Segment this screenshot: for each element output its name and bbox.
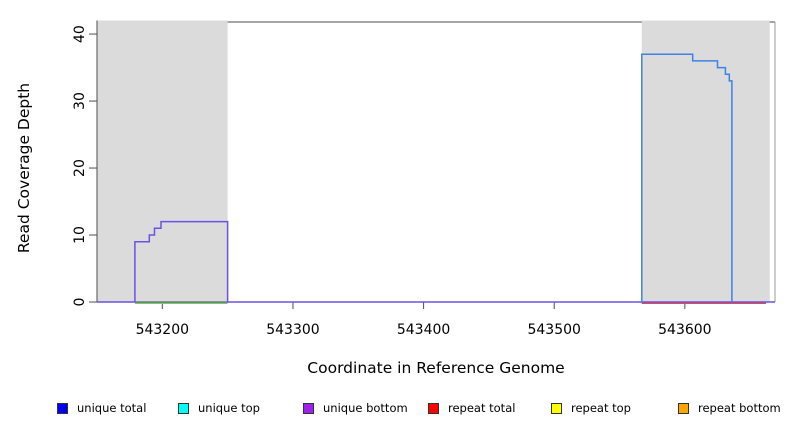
- y-tick-label: 0: [72, 298, 88, 307]
- legend-item-unique-top: unique top: [178, 400, 260, 416]
- legend-item-unique-total: unique total: [57, 400, 146, 416]
- x-axis-title: Coordinate in Reference Genome: [307, 359, 565, 377]
- legend-item-repeat-total: repeat total: [428, 400, 515, 416]
- left-gray-band: [97, 20, 228, 302]
- legend-item-repeat-bottom: repeat bottom: [678, 400, 781, 416]
- x-tick-label: 543400: [397, 322, 450, 338]
- legend-label-repeat-top: repeat top: [571, 401, 631, 415]
- right-gray-band: [641, 20, 770, 302]
- legend-label-unique-top: unique top: [198, 401, 260, 415]
- legend-swatch-unique-top: [178, 402, 189, 414]
- y-axis-title: Read Coverage Depth: [15, 82, 33, 254]
- legend-label-unique-bottom: unique bottom: [323, 401, 408, 415]
- legend-swatch-repeat-total: [428, 402, 439, 414]
- y-tick-label: 20: [72, 159, 88, 177]
- legend-item-unique-bottom: unique bottom: [303, 400, 408, 416]
- legend-swatch-repeat-bottom: [678, 402, 689, 414]
- x-tick-label: 543600: [658, 322, 711, 338]
- legend-swatch-unique-bottom: [303, 402, 314, 414]
- legend-swatch-unique-total: [57, 402, 68, 414]
- x-tick-label: 543500: [527, 322, 580, 338]
- legend-label-repeat-bottom: repeat bottom: [698, 401, 781, 415]
- legend-swatch-repeat-top: [551, 402, 562, 414]
- unique-total-step: [641, 53, 733, 302]
- legend-label-repeat-total: repeat total: [448, 401, 516, 415]
- unique-bottom-step: [97, 220, 775, 303]
- x-tick-label: 543200: [136, 322, 189, 338]
- y-tick-label: 10: [72, 226, 88, 244]
- legend: unique total unique top unique bottom repea…: [0, 400, 792, 418]
- y-tick-label: 30: [72, 92, 88, 110]
- legend-item-repeat-top: repeat top: [551, 400, 631, 416]
- legend-label-unique-total: unique total: [77, 401, 147, 415]
- y-tick-label: 40: [72, 25, 88, 43]
- x-tick-label: 543300: [266, 322, 319, 338]
